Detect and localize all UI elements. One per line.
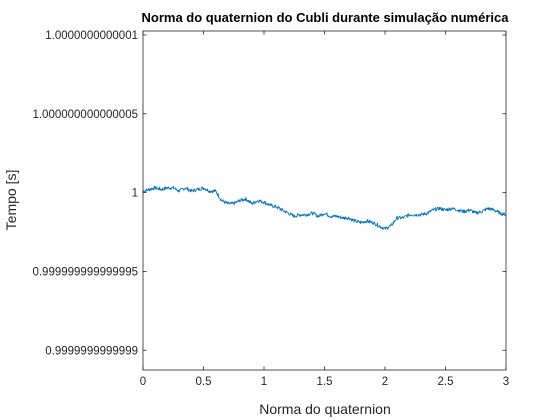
x-tick-label: 0: [140, 376, 146, 388]
y-axis-ticks: 0.9999999999999 0.999999999999995 1 1.00000…: [32, 30, 506, 357]
y-tick-label: 0.9999999999999: [45, 345, 138, 357]
chart-title: Norma do quaternion do Cubli durante sim…: [142, 10, 510, 25]
y-tick-label: 1.0000000000001: [45, 30, 138, 42]
x-tick-label: 1.5: [317, 376, 333, 388]
y-tick-label: 1: [132, 188, 138, 200]
axes-box: [142, 30, 507, 371]
series-layer: [142, 185, 507, 230]
y-tick-label: 1.000000000000005: [32, 109, 138, 121]
series-line: [142, 185, 507, 230]
plot-area: [143, 31, 506, 370]
x-axis-title: Norma do quaternion: [259, 401, 391, 417]
x-tick-label: 2.5: [438, 376, 454, 388]
x-tick-label: 1: [261, 376, 267, 388]
x-tick-label: 3: [503, 376, 509, 388]
x-tick-label: 2: [382, 376, 388, 388]
x-tick-label: 0.5: [196, 376, 212, 388]
y-tick-label: 0.999999999999995: [32, 266, 138, 278]
y-axis-title: Tempo [s]: [3, 170, 19, 231]
